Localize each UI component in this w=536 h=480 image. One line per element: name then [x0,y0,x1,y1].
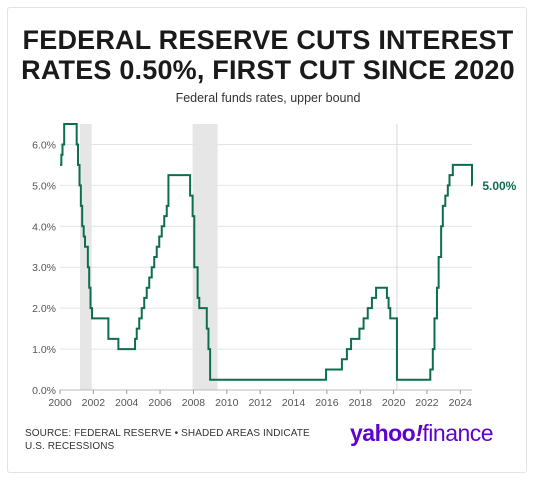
chart-subtitle: Federal funds rates, upper bound [175,91,361,105]
x-tick-label: 2014 [282,397,306,409]
x-tick-label: 2018 [349,397,373,409]
y-tick-label: 2.0% [32,303,56,315]
x-tick-label: 2022 [415,397,439,409]
brand-separator: ! [415,420,423,446]
y-tick-label: 3.0% [32,262,56,274]
chart-title: FEDERAL RESERVE CUTS INTEREST RATES 0.50… [0,25,536,85]
brand-part2: finance [422,420,494,446]
brand-part1: yahoo [350,420,416,446]
x-tick-label: 2024 [449,397,473,409]
y-tick-label: 6.0% [32,139,56,151]
x-tick-label: 2020 [382,397,406,409]
y-tick-label: 1.0% [32,344,56,356]
y-tick-label: 5.0% [32,180,56,192]
source-line2: U.S. RECESSIONS [25,441,115,452]
x-tick-label: 2010 [215,397,239,409]
x-tick-label: 2012 [248,397,272,409]
source-line1: SOURCE: FEDERAL RESERVE • SHADED AREAS I… [25,428,310,439]
chart-title-line1: FEDERAL RESERVE CUTS INTEREST [22,25,514,55]
end-value-label: 5.00% [482,179,516,193]
recession-band [80,124,92,390]
x-tick-label: 2016 [315,397,339,409]
x-tick-label: 2008 [182,397,206,409]
y-tick-label: 0.0% [32,385,56,397]
recession-band [192,124,218,390]
y-tick-label: 4.0% [32,221,56,233]
chart-title-line2: RATES 0.50%, FIRST CUT SINCE 2020 [21,55,515,85]
x-tick-label: 2000 [48,397,72,409]
yahoo-finance-logo: yahoo!finance [350,420,520,450]
source-note: SOURCE: FEDERAL RESERVE • SHADED AREAS I… [25,427,325,453]
x-tick-label: 2006 [148,397,172,409]
x-tick-label: 2004 [115,397,139,409]
rate-series-line [60,123,473,381]
x-tick-label: 2002 [82,397,106,409]
